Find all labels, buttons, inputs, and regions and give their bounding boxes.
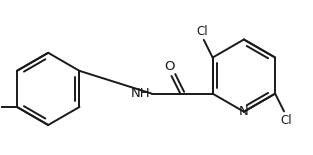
Text: Cl: Cl bbox=[280, 114, 292, 127]
Text: Cl: Cl bbox=[196, 25, 208, 38]
Text: N: N bbox=[239, 105, 249, 118]
Text: NH: NH bbox=[130, 87, 150, 100]
Text: O: O bbox=[165, 60, 175, 73]
